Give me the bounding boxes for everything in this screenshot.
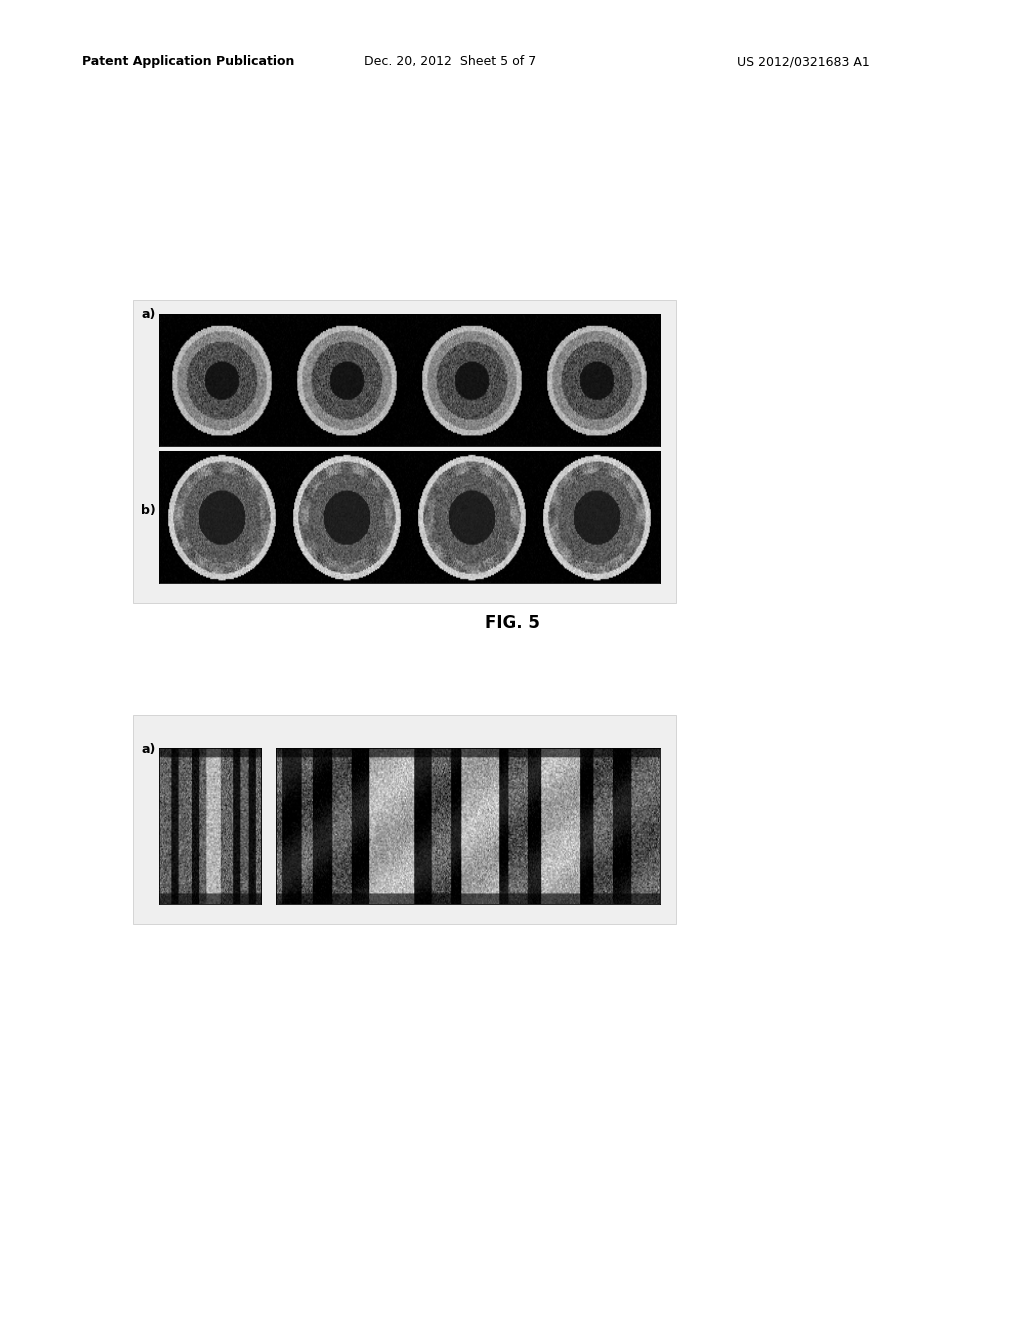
- Text: a): a): [141, 308, 156, 321]
- Text: b): b): [141, 504, 156, 517]
- Text: Dec. 20, 2012  Sheet 5 of 7: Dec. 20, 2012 Sheet 5 of 7: [364, 55, 536, 69]
- Text: Patent Application Publication: Patent Application Publication: [82, 55, 294, 69]
- Text: FIG. 5: FIG. 5: [484, 614, 540, 632]
- Text: US 2012/0321683 A1: US 2012/0321683 A1: [737, 55, 870, 69]
- Text: a): a): [141, 743, 156, 756]
